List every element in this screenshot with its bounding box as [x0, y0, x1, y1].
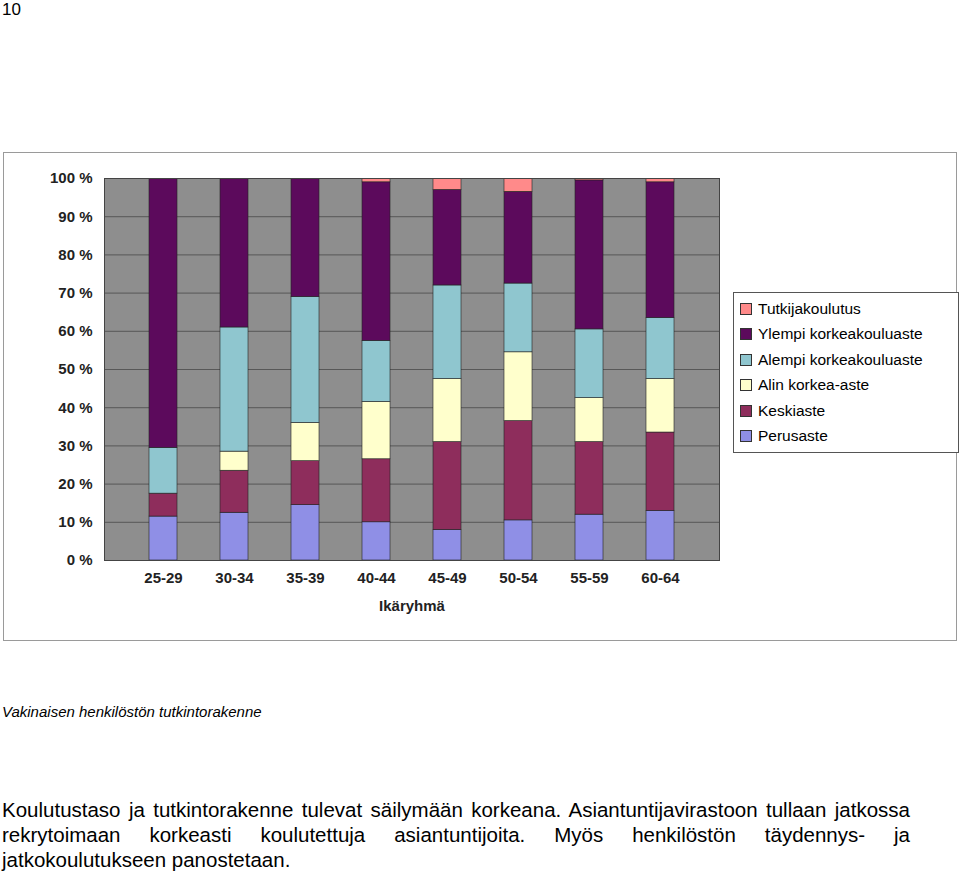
svg-text:50-54: 50-54 [499, 569, 538, 586]
svg-text:60 %: 60 % [58, 322, 92, 339]
svg-text:30-34: 30-34 [215, 569, 254, 586]
svg-text:30 %: 30 % [58, 437, 92, 454]
html-text:Tutkijakoulutus: Tutkijakoulutus [758, 299, 861, 317]
html-text:Alempi korkeakouluaste: Alempi korkeakouluaste [758, 350, 923, 368]
svg-text:10 %: 10 % [58, 513, 92, 530]
svg-text:60-64: 60-64 [641, 569, 680, 586]
svg-text:25-29: 25-29 [144, 569, 182, 586]
svg-text:70 %: 70 % [58, 284, 92, 301]
svg-text:Ikäryhmä: Ikäryhmä [379, 597, 446, 614]
svg-text:55-59: 55-59 [570, 569, 608, 586]
html-text:Alin korkea-aste: Alin korkea-aste [758, 376, 870, 394]
svg-text:0 %: 0 % [67, 551, 93, 568]
svg-text:20 %: 20 % [58, 475, 92, 492]
svg-text:40 %: 40 % [58, 399, 92, 416]
html-text:Perusaste: Perusaste [758, 427, 828, 445]
svg-text:90 %: 90 % [58, 208, 92, 225]
svg-text:50 %: 50 % [58, 360, 92, 377]
html-text:Keskiaste: Keskiaste [758, 401, 826, 419]
svg-text:40-44: 40-44 [357, 569, 396, 586]
svg-text:35-39: 35-39 [286, 569, 324, 586]
svg-text:45-49: 45-49 [428, 569, 466, 586]
html-text:10: 10 [2, 0, 21, 19]
svg-text:100 %: 100 % [50, 169, 93, 186]
html-text:Vakinaisen henkilöstön tutkint: Vakinaisen henkilöstön tutkintorakenne [2, 703, 262, 720]
html-text:Ylempi korkeakouluaste: Ylempi korkeakouluaste [758, 325, 923, 343]
html-text:Koulutustaso ja tutkintorakenn: Koulutustaso ja tutkintorakenne tulevat … [2, 798, 910, 871]
svg-text:80 %: 80 % [58, 246, 92, 263]
